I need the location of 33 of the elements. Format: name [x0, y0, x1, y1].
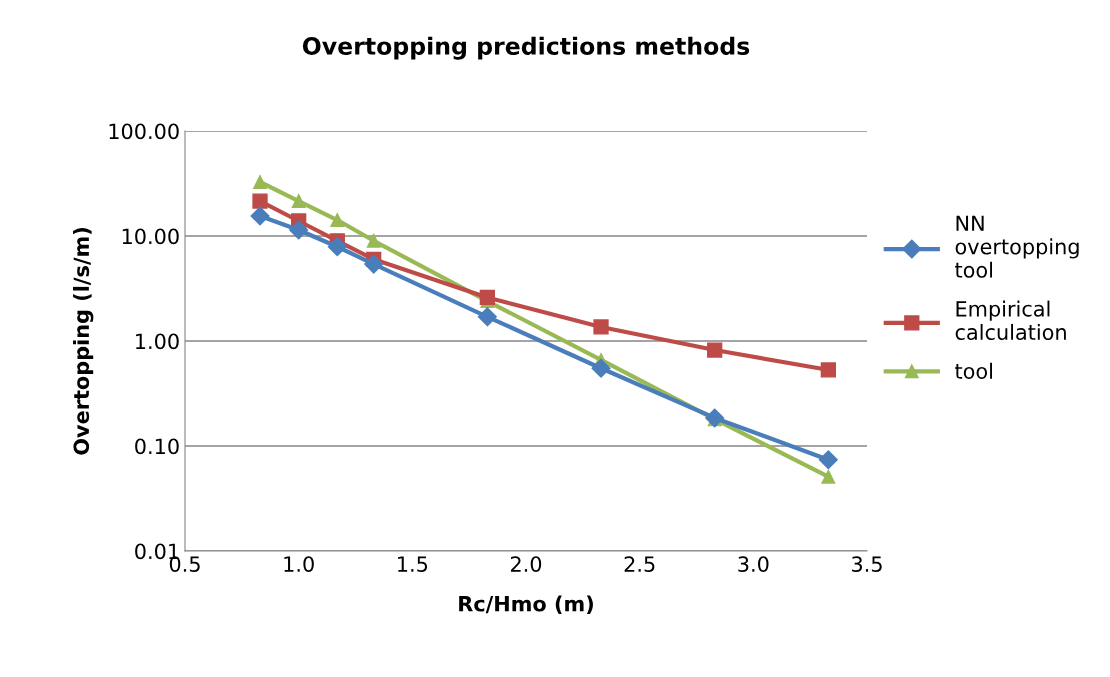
point [707, 342, 723, 358]
point [479, 289, 495, 306]
x-tick-label: 3.0 [738, 556, 769, 572]
point [593, 319, 609, 335]
point [289, 220, 309, 240]
chart-title: Overtopping predictions methods [302, 36, 750, 60]
point [252, 193, 268, 209]
x-tick-label: 1.0 [284, 556, 314, 572]
point [820, 362, 836, 378]
point [253, 175, 267, 189]
y-tick-label: 0.10 [135, 438, 179, 455]
x-tick-label: 2.5 [624, 556, 655, 572]
legend-label: Empirical calculation [955, 300, 1066, 341]
x-axis-title: Rc/Hmo (m) [459, 595, 593, 615]
y-tick-label: 100.00 [109, 123, 179, 140]
point [591, 358, 611, 378]
point [818, 450, 838, 470]
point [291, 194, 306, 209]
point [364, 254, 384, 274]
legend-label: NN overtopping tool [955, 215, 1079, 278]
y-tick-label: 1.00 [136, 333, 179, 350]
point [366, 233, 381, 248]
point [477, 307, 497, 327]
point [250, 206, 270, 226]
y-axis-title: Overtopping (l/s/m) [73, 228, 94, 455]
point [327, 237, 347, 257]
x-tick-label: 3.5 [852, 556, 882, 572]
legend-label: tool [955, 362, 992, 379]
point [330, 213, 345, 227]
y-tick-label: 10.00 [122, 228, 179, 245]
x-tick-label: 1.5 [398, 556, 428, 572]
point [821, 469, 836, 484]
x-tick-label: 2.0 [510, 556, 542, 572]
